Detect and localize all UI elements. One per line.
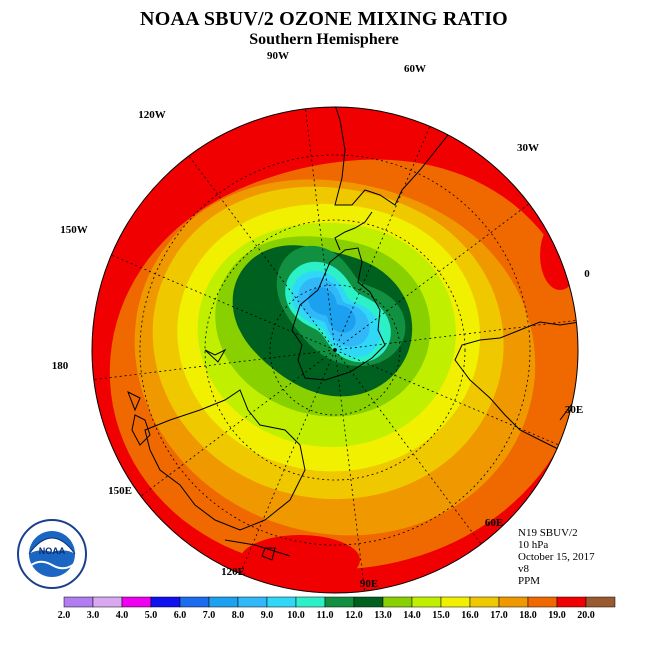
meridian-label: 90W [267, 50, 289, 62]
coastline-segment [454, 321, 578, 451]
coastline-segment [291, 247, 386, 381]
meridian-line [334, 349, 365, 592]
noaa-logo-text: NOAA [39, 546, 66, 556]
info-satellite: N19 SBUV/2 [518, 527, 578, 539]
coastline-segment [334, 211, 373, 251]
noaa-logo: NOAA [17, 519, 87, 589]
meridian-label: 120W [138, 109, 166, 121]
meridian-line [334, 320, 577, 351]
meridian-line [334, 349, 559, 446]
meridian-line [334, 126, 431, 351]
map-boundary [91, 106, 579, 594]
info-date: October 15, 2017 [518, 551, 595, 563]
meridian-label: 150E [108, 485, 132, 497]
lat-lon-grid [93, 108, 577, 592]
meridian-line [93, 349, 336, 380]
info-version: v8 [518, 563, 529, 575]
figure-frame [6, 6, 642, 636]
meridian-line [334, 203, 530, 351]
meridian-labels: 90W 60W 30W 0 30E 60E 90E 120E 150E 180 150W 120W [52, 50, 591, 590]
meridian-line [188, 155, 336, 351]
map-title: NOAA SBUV/2 OZONE MIXING RATIO [140, 8, 508, 30]
meridian-label: 30W [517, 142, 539, 154]
meridian-label: 60E [485, 517, 503, 529]
coastline-segment [127, 390, 151, 446]
meridian-line [111, 254, 336, 351]
coastline-segment [261, 547, 276, 561]
latitude-circle [204, 219, 466, 481]
map-subtitle: Southern Hemisphere [249, 31, 399, 48]
meridian-line [140, 349, 336, 497]
meridian-label: 90E [360, 578, 378, 590]
meridian-line [305, 108, 336, 351]
meridian-label: 150W [60, 224, 88, 236]
info-units: PPM [518, 575, 541, 587]
high-ozone-blob [540, 220, 578, 290]
coastline-segment [204, 348, 227, 363]
meridian-label: 180 [52, 360, 69, 372]
contour-band-7 [308, 287, 356, 333]
meridian-line [334, 349, 482, 545]
info-level: 10 hPa [518, 539, 549, 551]
meridian-label: 30E [565, 404, 583, 416]
latitude-circle [139, 154, 531, 546]
meridian-label: 120E [221, 566, 245, 578]
meridian-label: 0 [584, 268, 590, 280]
high-ozone-blob [240, 535, 360, 585]
latitude-circle [269, 284, 401, 416]
ozone-contour-field [92, 107, 578, 593]
meridian-line [239, 349, 336, 574]
meridian-label: 60W [404, 63, 426, 75]
coastline-segment [144, 389, 306, 531]
